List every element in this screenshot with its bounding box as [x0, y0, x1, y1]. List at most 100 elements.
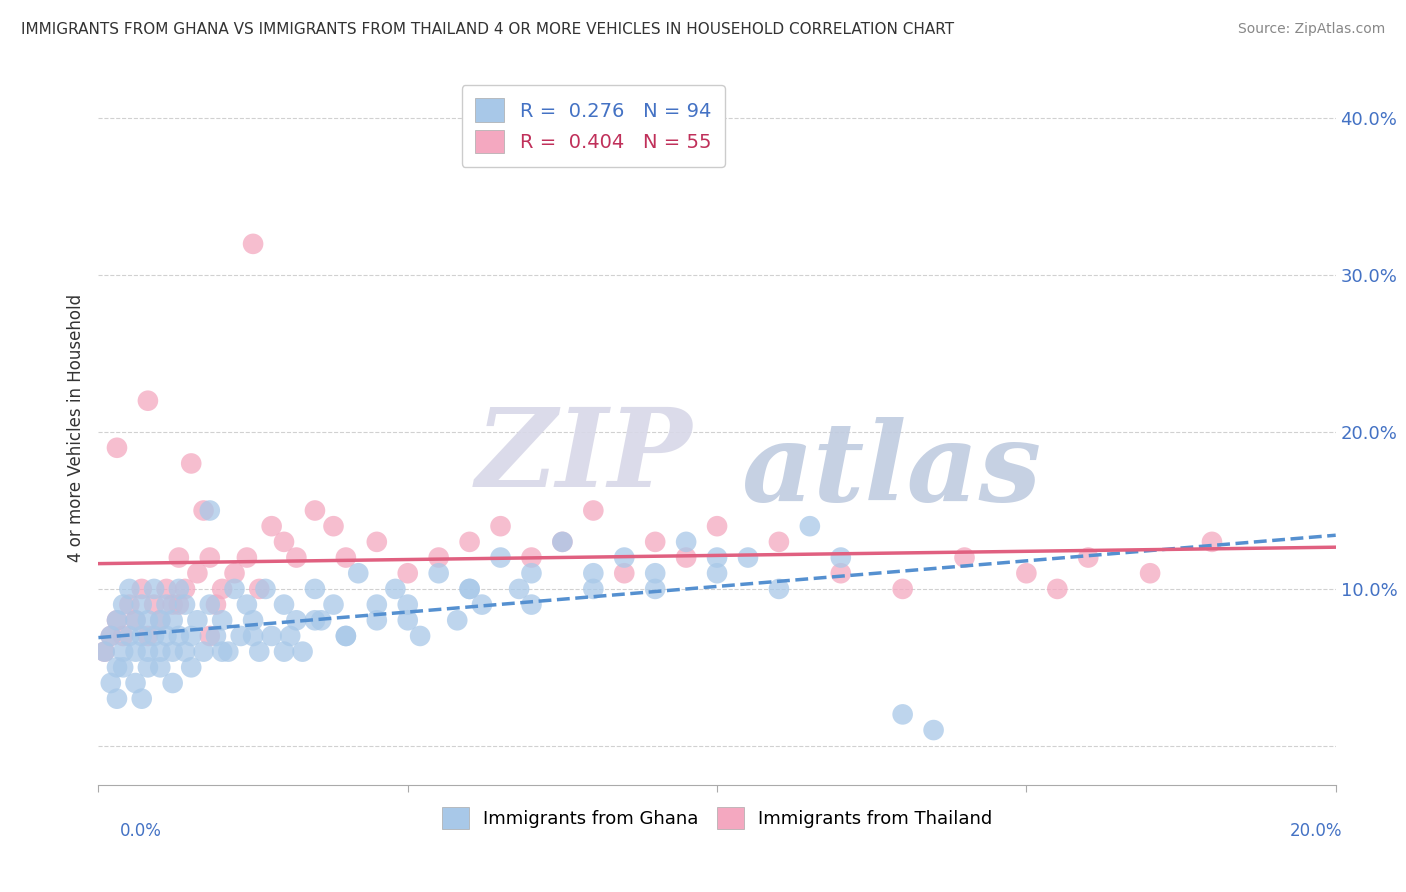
Point: [174, 645, 197, 659]
Point: [162, 676, 184, 690]
Text: IMMIGRANTS FROM GHANA VS IMMIGRANTS FROM THAILAND 4 OR MORE VEHICLES IN HOUSEHOL: IMMIGRANTS FROM GHANA VS IMMIGRANTS FROM…: [21, 22, 955, 37]
Point: [613, 566, 636, 581]
Point: [112, 629, 135, 643]
Point: [644, 534, 666, 549]
Point: [124, 613, 146, 627]
Point: [155, 598, 177, 612]
Point: [224, 566, 246, 581]
Point: [508, 582, 530, 596]
Point: [211, 645, 233, 659]
Point: [149, 645, 172, 659]
Point: [118, 582, 141, 596]
Point: [409, 629, 432, 643]
Point: [304, 503, 326, 517]
Point: [100, 629, 122, 643]
Point: [229, 629, 252, 643]
Point: [112, 660, 135, 674]
Point: [273, 534, 295, 549]
Point: [211, 613, 233, 627]
Point: [143, 598, 166, 612]
Point: [458, 582, 481, 596]
Point: [131, 629, 153, 643]
Text: 20.0%: 20.0%: [1291, 822, 1343, 840]
Point: [384, 582, 406, 596]
Point: [105, 613, 128, 627]
Point: [193, 503, 215, 517]
Point: [180, 629, 202, 643]
Point: [105, 660, 128, 674]
Point: [396, 598, 419, 612]
Point: [675, 550, 697, 565]
Point: [100, 629, 122, 643]
Point: [198, 629, 221, 643]
Point: [304, 582, 326, 596]
Point: [366, 613, 388, 627]
Point: [285, 613, 308, 627]
Point: [1046, 582, 1069, 596]
Point: [205, 629, 228, 643]
Point: [136, 645, 159, 659]
Point: [198, 550, 221, 565]
Text: 0.0%: 0.0%: [120, 822, 162, 840]
Point: [582, 503, 605, 517]
Text: Source: ZipAtlas.com: Source: ZipAtlas.com: [1237, 22, 1385, 37]
Point: [335, 629, 357, 643]
Point: [236, 550, 259, 565]
Point: [124, 676, 146, 690]
Point: [131, 691, 153, 706]
Point: [335, 629, 357, 643]
Legend: Immigrants from Ghana, Immigrants from Thailand: Immigrants from Ghana, Immigrants from T…: [430, 797, 1004, 840]
Point: [706, 550, 728, 565]
Point: [93, 645, 115, 659]
Point: [644, 566, 666, 581]
Point: [186, 566, 208, 581]
Point: [105, 441, 128, 455]
Point: [520, 550, 543, 565]
Point: [768, 534, 790, 549]
Point: [205, 598, 228, 612]
Point: [155, 582, 177, 596]
Point: [644, 582, 666, 596]
Point: [347, 566, 370, 581]
Point: [186, 613, 208, 627]
Point: [1139, 566, 1161, 581]
Text: ZIP: ZIP: [475, 403, 692, 510]
Point: [551, 534, 574, 549]
Point: [174, 582, 197, 596]
Point: [285, 550, 308, 565]
Point: [260, 519, 283, 533]
Point: [291, 645, 314, 659]
Point: [891, 582, 914, 596]
Point: [155, 629, 177, 643]
Point: [613, 550, 636, 565]
Point: [236, 598, 259, 612]
Point: [167, 629, 190, 643]
Point: [167, 550, 190, 565]
Point: [131, 582, 153, 596]
Point: [273, 598, 295, 612]
Point: [112, 645, 135, 659]
Point: [162, 598, 184, 612]
Point: [737, 550, 759, 565]
Point: [224, 582, 246, 596]
Point: [1015, 566, 1038, 581]
Point: [953, 550, 976, 565]
Point: [582, 582, 605, 596]
Point: [278, 629, 301, 643]
Point: [118, 598, 141, 612]
Point: [118, 629, 141, 643]
Point: [520, 598, 543, 612]
Point: [675, 534, 697, 549]
Point: [242, 613, 264, 627]
Point: [706, 519, 728, 533]
Point: [446, 613, 468, 627]
Point: [458, 534, 481, 549]
Point: [247, 645, 270, 659]
Point: [396, 566, 419, 581]
Point: [124, 645, 146, 659]
Point: [93, 645, 115, 659]
Point: [124, 613, 146, 627]
Point: [830, 566, 852, 581]
Point: [396, 613, 419, 627]
Point: [180, 660, 202, 674]
